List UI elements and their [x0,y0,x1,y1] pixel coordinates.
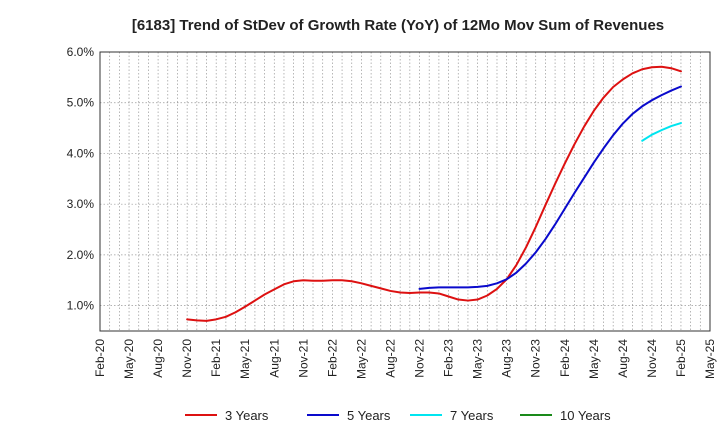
y-tick-label: 5.0% [67,96,95,110]
series-line-7-years [641,122,682,142]
x-tick-label: Feb-20 [93,339,107,377]
x-tick-label: Aug-20 [151,339,165,378]
x-tick-label: May-24 [587,339,601,379]
x-tick-label: Feb-25 [674,339,688,377]
x-tick-label: May-21 [238,339,252,379]
x-axis-ticks: Feb-20 May-20 Aug-20 Nov-20 Feb-21 May-21 Aug-… [93,339,717,379]
x-tick-label: Feb-23 [442,339,456,377]
x-tick-label: May-20 [122,339,136,379]
legend-label-7-years: 7 Years [450,408,494,423]
y-tick-label: 2.0% [67,248,95,262]
x-tick-label: Feb-21 [209,339,223,377]
series-line-3-years [186,65,682,322]
x-tick-label: May-22 [354,339,368,379]
x-tick-label: Nov-21 [296,339,310,378]
plot-frame [99,51,711,332]
chart-title: [6183] Trend of StDev of Growth Rate (Yo… [132,17,664,34]
y-tick-label: 4.0% [67,146,95,160]
x-tick-label: Nov-20 [180,339,194,378]
y-axis-ticks: 1.0% 2.0% 3.0% 4.0% 5.0% 6.0% [67,45,95,313]
x-tick-label: May-23 [471,339,485,379]
grid [99,51,711,331]
x-tick-label: Aug-24 [616,339,630,378]
y-tick-label: 1.0% [67,299,95,313]
x-tick-label: Nov-23 [529,339,543,378]
x-tick-label: Aug-22 [383,339,397,378]
x-tick-label: Aug-23 [500,339,514,378]
series-line-5-years [418,85,682,290]
x-tick-label: Nov-22 [413,339,427,378]
legend-label-3-years: 3 Years [225,408,269,423]
legend: 3 Years 5 Years 7 Years 10 Years [185,408,611,423]
series-lines [186,65,682,322]
x-tick-label: Feb-22 [325,339,339,377]
x-tick-label: Nov-24 [645,339,659,378]
x-tick-label: Feb-24 [558,339,572,377]
y-tick-label: 3.0% [67,197,95,211]
x-tick-label: May-25 [703,339,717,379]
y-tick-label: 6.0% [67,45,95,59]
legend-label-10-years: 10 Years [560,408,611,423]
x-tick-label: Aug-21 [267,339,281,378]
legend-label-5-years: 5 Years [347,408,391,423]
